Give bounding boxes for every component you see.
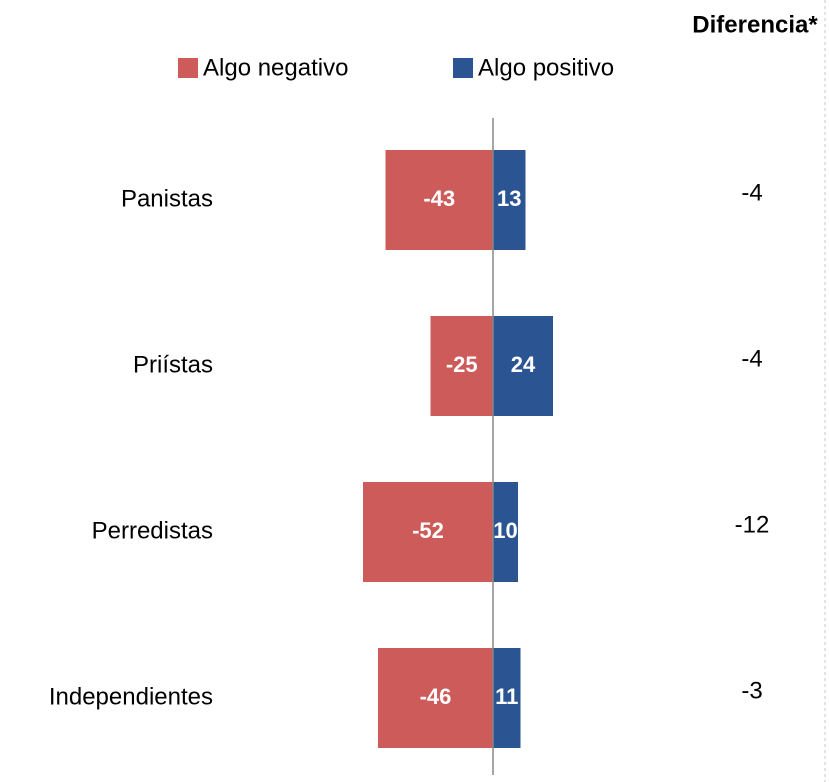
difference-value: -4 [741,345,762,372]
category-label: Perredistas [92,517,213,544]
bar-label: -52 [412,518,444,543]
bar-label: 24 [511,352,536,377]
bar-label: 11 [495,684,518,709]
category-label: Panistas [121,185,213,212]
legend-label: Algo positivo [478,54,614,81]
difference-value: -3 [741,677,762,704]
legend-swatch [178,58,198,78]
bar-label: -25 [446,352,478,377]
bar [430,316,493,416]
bar [493,482,518,582]
legend-swatch [453,58,473,78]
bar [385,150,493,250]
bar [493,648,521,748]
legend-label: Algo negativo [203,54,348,81]
bar-label: -43 [423,186,455,211]
bar [378,648,493,748]
difference-value: -4 [741,179,762,206]
bar-label: -46 [420,684,452,709]
difference-header: Diferencia* [692,11,818,38]
category-label: Independientes [49,683,213,710]
bar [363,482,493,582]
category-label: Priístas [133,351,213,378]
difference-value: -12 [735,511,770,538]
bar [493,150,526,250]
bar [493,316,553,416]
bar-label: 10 [493,518,517,543]
bar-label: 13 [497,186,521,211]
